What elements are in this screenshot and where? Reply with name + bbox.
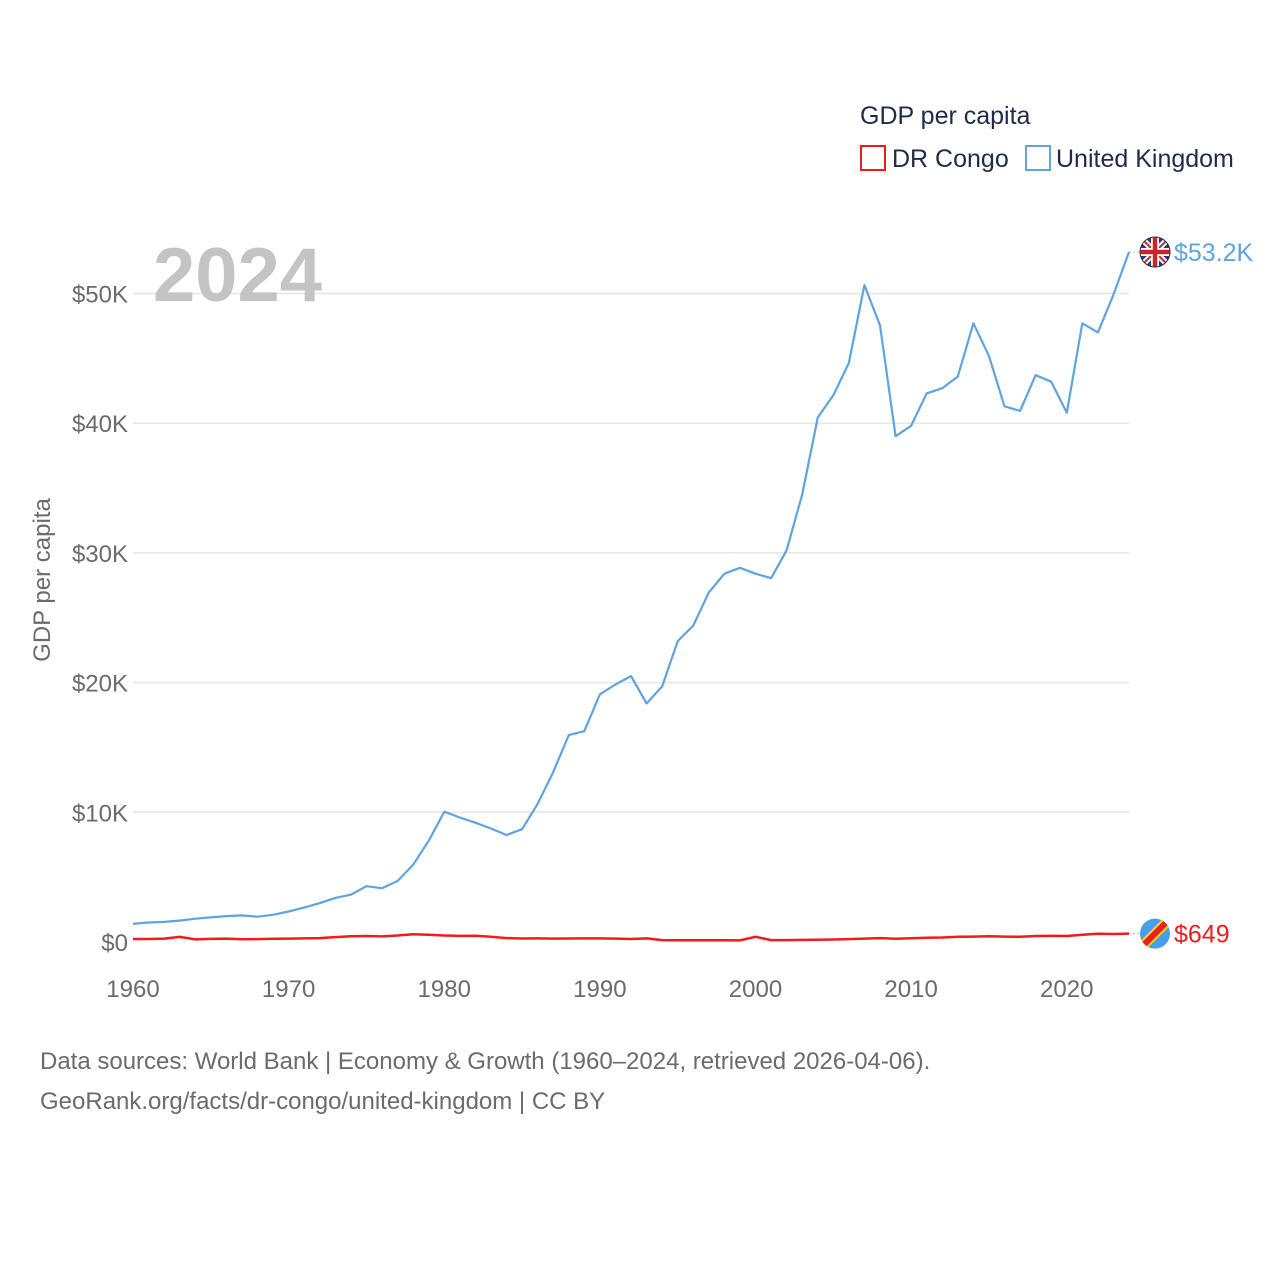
x-axis: 1960 1970 1980 1990 2000 2010 2020	[106, 976, 1093, 1003]
y-tick-label: $30K	[72, 541, 128, 568]
x-tick-label: 1990	[573, 976, 626, 1003]
y-tick-label: $50K	[72, 282, 128, 309]
series-line-united-kingdom[interactable]	[132, 251, 1131, 925]
year-watermark: 2024	[153, 233, 322, 318]
y-axis: $0 $10K $20K $30K $40K $50K	[72, 282, 128, 958]
series-lines	[132, 251, 1140, 942]
y-axis-label: GDP per capita	[29, 498, 56, 662]
legend-label-united-kingdom: United Kingdom	[1056, 145, 1234, 173]
dr-congo-end-marker: $649	[1140, 918, 1230, 949]
united-kingdom-flag-icon	[1139, 236, 1171, 268]
legend-item-dr-congo[interactable]: DR Congo	[860, 145, 1009, 173]
x-tick-label: 2010	[884, 976, 937, 1003]
x-tick-label: 1960	[106, 976, 159, 1003]
x-tick-label: 1980	[418, 976, 471, 1003]
y-tick-label: $20K	[72, 671, 128, 698]
x-tick-label: 2000	[729, 976, 782, 1003]
source-link-text[interactable]: GeoRank.org/facts/dr-congo/united-kingdo…	[40, 1088, 606, 1115]
united-kingdom-end-marker: $53.2K	[1139, 236, 1254, 268]
legend-swatch-united-kingdom	[1025, 145, 1051, 171]
legend-item-united-kingdom[interactable]: United Kingdom	[1025, 145, 1234, 173]
data-source-text: Data sources: World Bank | Economy & Gro…	[40, 1048, 931, 1075]
dr-congo-end-label: $649	[1174, 921, 1230, 949]
legend-title: GDP per capita	[860, 102, 1031, 130]
data-source-footer: Data sources: World Bank | Economy & Gro…	[40, 1042, 930, 1122]
united-kingdom-end-label: $53.2K	[1174, 239, 1254, 267]
y-tick-label: $10K	[72, 800, 128, 827]
y-tick-label: $0	[101, 930, 128, 957]
gridlines	[133, 292, 1129, 814]
x-tick-label: 2020	[1040, 976, 1093, 1003]
legend-label-dr-congo: DR Congo	[892, 145, 1009, 173]
legend: GDP per capita DR Congo United Kingdom	[860, 102, 1234, 173]
series-line-dr-congo[interactable]	[133, 932, 1130, 942]
y-tick-label: $40K	[72, 411, 128, 438]
x-tick-label: 1970	[262, 976, 315, 1003]
legend-swatch-dr-congo	[860, 145, 886, 171]
dr-congo-flag-icon	[1140, 918, 1170, 949]
